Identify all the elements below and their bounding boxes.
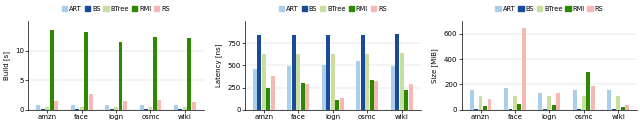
Bar [144, 109, 148, 110]
Bar [54, 101, 58, 110]
Bar [395, 34, 399, 110]
Bar [335, 100, 339, 110]
Bar [326, 35, 330, 110]
Bar [474, 109, 478, 110]
Bar [591, 86, 595, 110]
Bar [50, 30, 54, 110]
Bar [374, 81, 378, 110]
Bar [70, 105, 75, 110]
Bar [488, 99, 492, 110]
Bar [109, 109, 113, 110]
Bar [577, 109, 581, 110]
Bar [509, 109, 513, 110]
Bar [266, 88, 270, 110]
Bar [552, 105, 556, 110]
Bar [305, 84, 309, 110]
Bar [556, 93, 561, 110]
Bar [153, 37, 157, 110]
Bar [257, 35, 261, 110]
Bar [612, 109, 616, 110]
Bar [174, 105, 178, 110]
Bar [322, 65, 326, 110]
Bar [331, 54, 335, 110]
Y-axis label: Size [MiB]: Size [MiB] [431, 48, 438, 83]
Bar [607, 90, 611, 110]
Bar [179, 109, 182, 110]
Bar [547, 96, 552, 110]
Bar [518, 104, 522, 110]
Legend: ART, BS, BTree, RMI, RS: ART, BS, BTree, RMI, RS [61, 5, 171, 13]
Legend: ART, BS, BTree, RMI, RS: ART, BS, BTree, RMI, RS [278, 5, 387, 13]
Bar [573, 90, 577, 110]
Bar [356, 61, 360, 110]
Bar [479, 96, 483, 110]
Bar [292, 35, 296, 110]
Bar [504, 88, 508, 110]
Legend: ART, BS, BTree, RMI, RS: ART, BS, BTree, RMI, RS [495, 5, 604, 13]
Bar [538, 93, 543, 110]
Bar [470, 90, 474, 110]
Bar [157, 100, 161, 110]
Bar [105, 106, 109, 110]
Bar [301, 83, 305, 110]
Bar [616, 96, 620, 110]
Bar [192, 102, 196, 110]
Bar [370, 80, 374, 110]
Bar [36, 105, 40, 110]
Bar [114, 107, 118, 110]
Bar [522, 28, 526, 110]
Bar [88, 94, 93, 110]
Bar [408, 84, 413, 110]
Bar [41, 109, 45, 110]
Bar [340, 98, 344, 110]
Bar [148, 107, 152, 110]
Bar [118, 42, 122, 110]
Bar [625, 105, 629, 110]
Bar [365, 54, 369, 110]
Bar [123, 101, 127, 110]
Bar [296, 54, 300, 110]
Bar [513, 96, 517, 110]
Bar [361, 35, 365, 110]
Bar [586, 72, 590, 110]
Y-axis label: Build [s]: Build [s] [3, 51, 10, 80]
Bar [543, 109, 547, 110]
Bar [287, 66, 291, 110]
Bar [404, 90, 408, 110]
Bar [75, 109, 79, 110]
Bar [253, 69, 257, 110]
Bar [188, 38, 191, 110]
Bar [79, 107, 84, 110]
Bar [271, 76, 275, 110]
Y-axis label: Latency [ns]: Latency [ns] [215, 44, 222, 87]
Bar [399, 53, 404, 110]
Bar [183, 107, 187, 110]
Bar [84, 32, 88, 110]
Bar [45, 107, 49, 110]
Bar [262, 54, 266, 110]
Bar [390, 66, 395, 110]
Bar [582, 96, 586, 110]
Bar [483, 106, 487, 110]
Bar [621, 107, 625, 110]
Bar [140, 105, 143, 110]
